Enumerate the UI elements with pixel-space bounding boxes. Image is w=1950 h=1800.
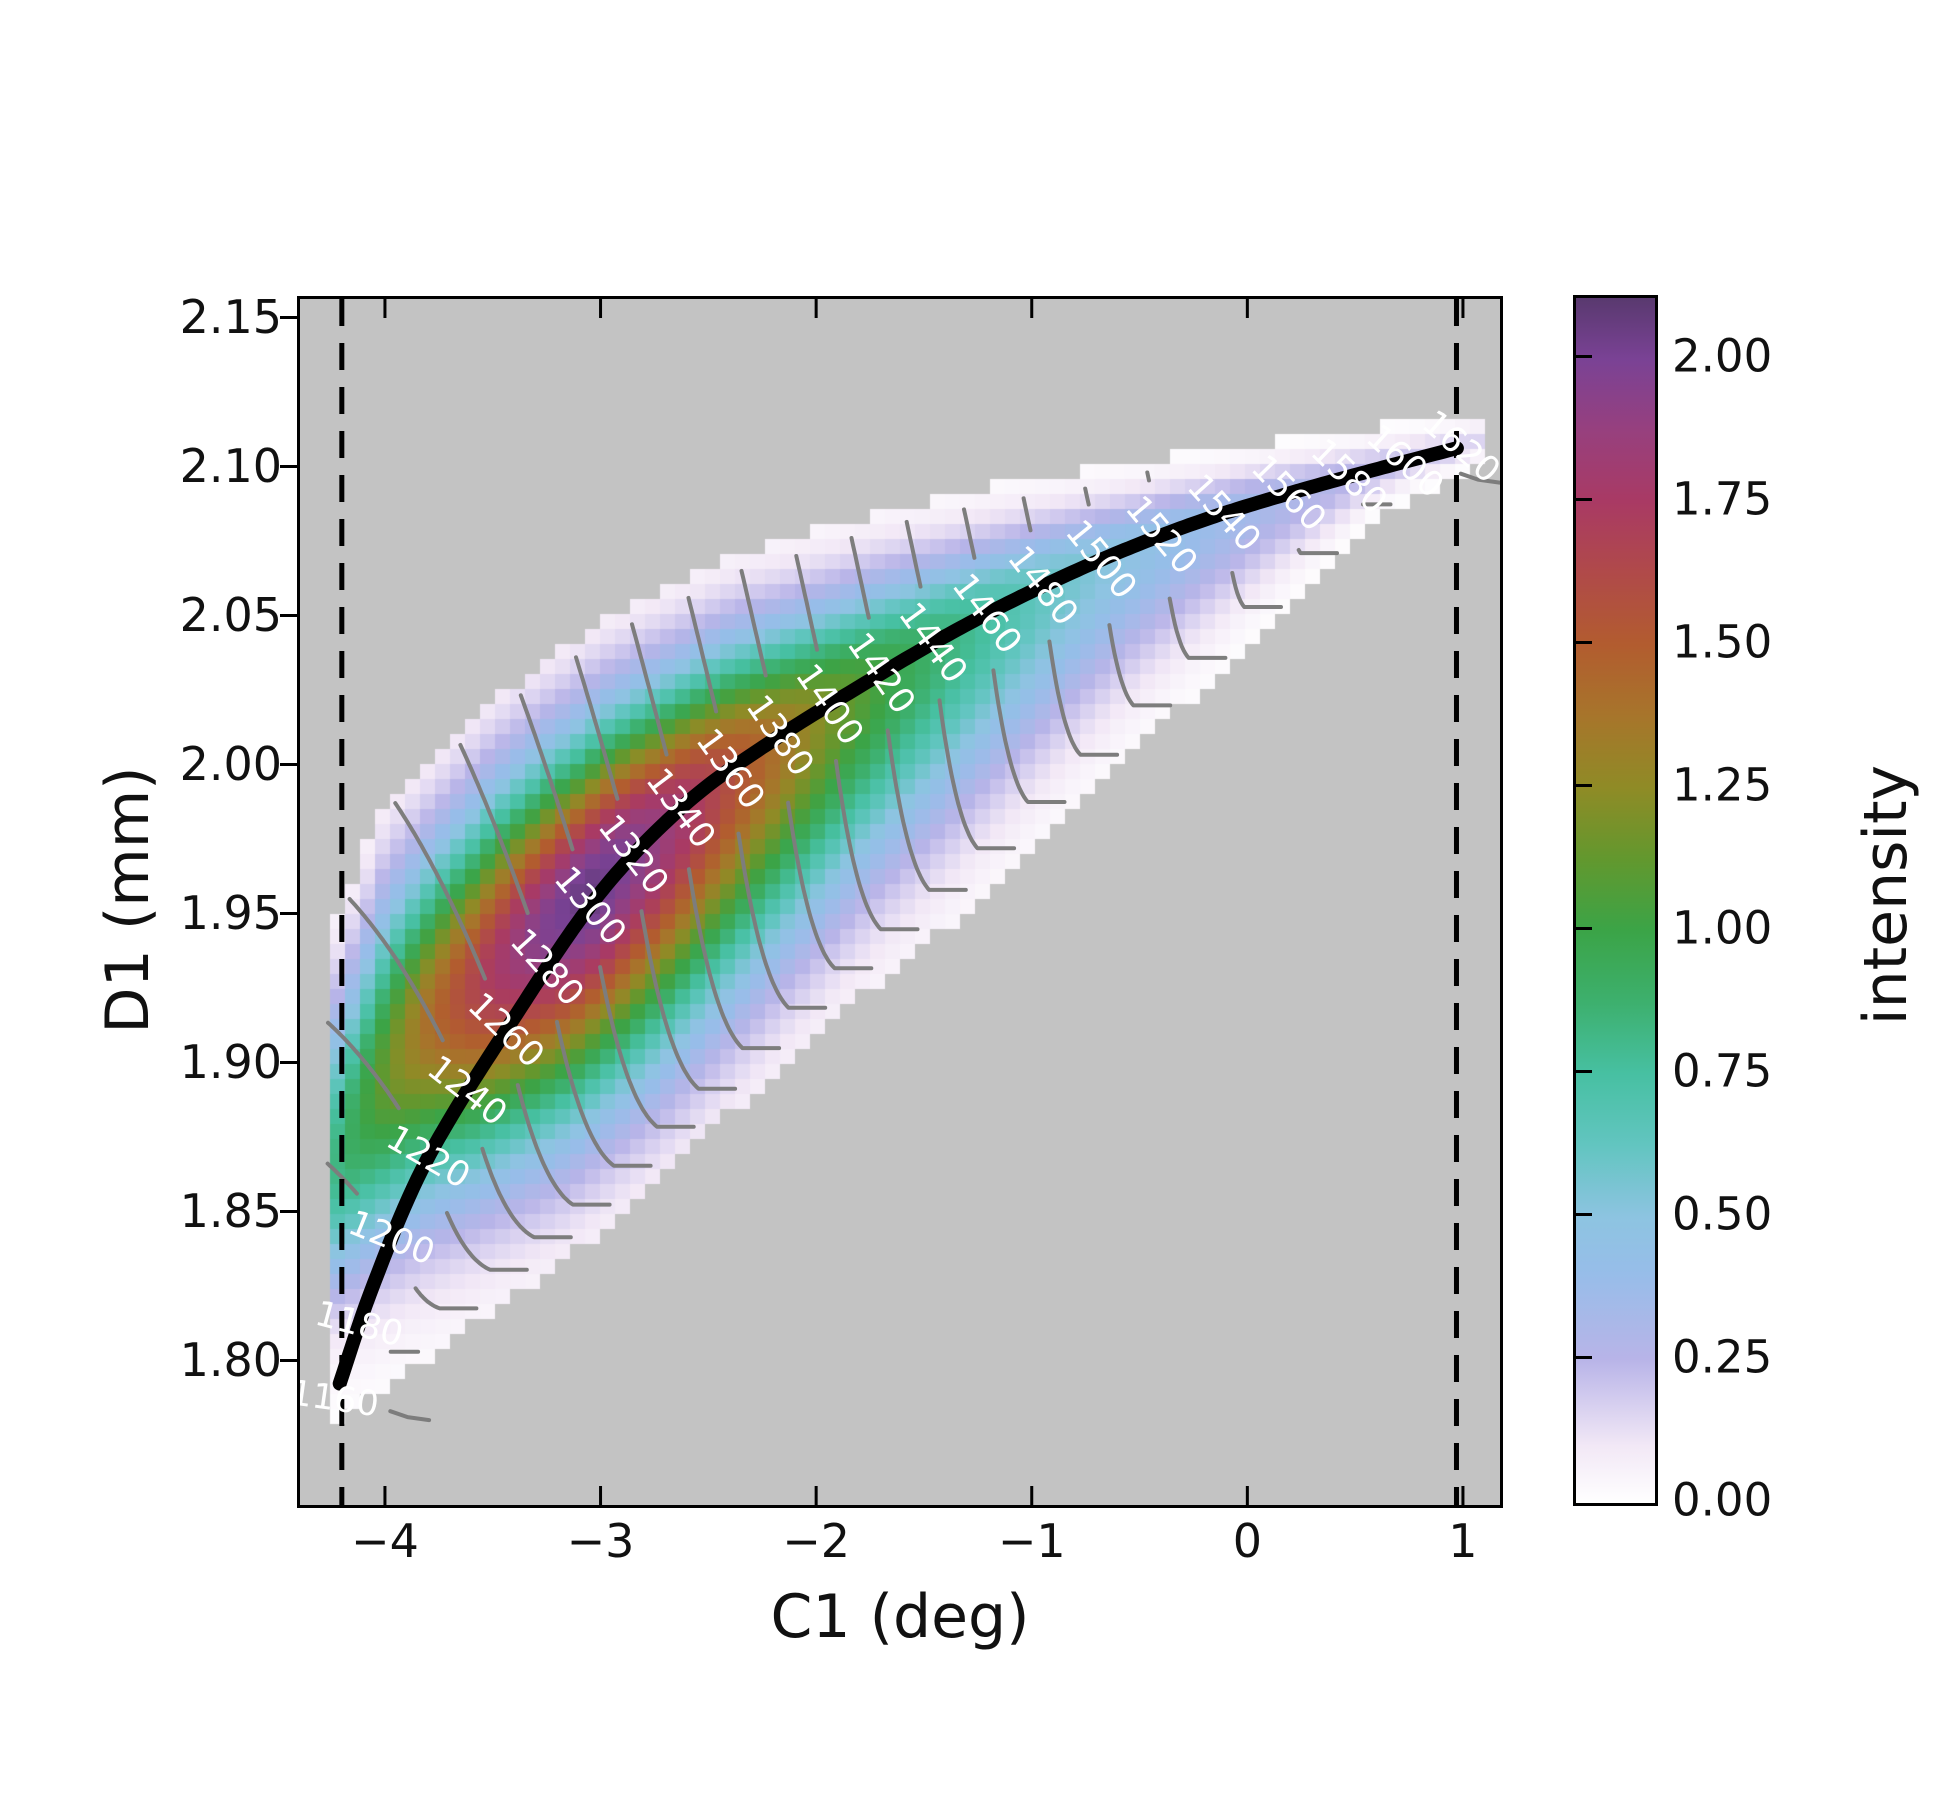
y-tick-mark [280, 1060, 300, 1064]
contour-line-lower-1400 [834, 759, 920, 932]
colorbar-tick-label: 1.75 [1672, 472, 1773, 526]
y-tick-mark [280, 911, 300, 915]
colorbar-tick-label: 2.00 [1672, 329, 1773, 383]
contour-line-1340 [630, 622, 669, 757]
contour-line-lower-1520 [1167, 596, 1228, 660]
contour-line-1500 [1083, 486, 1091, 507]
contour-line-1440 [904, 519, 923, 589]
colorbar-tick-label: 0.00 [1672, 1473, 1773, 1527]
contour-label-1240: 1240 [419, 1048, 514, 1134]
y-tick-mark [280, 1209, 300, 1213]
contour-line-lower-1240 [480, 1146, 573, 1240]
contour-line-lower-1200 [413, 1286, 479, 1311]
contour-line-lower-1440 [937, 698, 1017, 851]
contour-label-1220: 1220 [380, 1118, 477, 1197]
y-tick-mark [280, 762, 300, 766]
contour-line-lower-1380 [786, 800, 874, 971]
contour-line-lower-1260 [515, 1083, 612, 1207]
contour-line-lower-1320 [639, 909, 738, 1091]
contour-line-1200 [325, 1161, 359, 1196]
colorbar-tick-label: 1.25 [1672, 758, 1773, 812]
contour-label-1200: 1200 [343, 1203, 441, 1273]
y-tick-label: 1.85 [179, 1184, 282, 1239]
colorbar-tick-mark [1576, 497, 1592, 501]
y-tick-mark [280, 613, 300, 617]
contour-line-1480 [1021, 496, 1033, 533]
contour-line-1300 [518, 693, 575, 852]
contour-line-lower-1160 [388, 1409, 432, 1423]
colorbar-tick-label: 0.25 [1672, 1330, 1773, 1384]
y-tick-label: 2.00 [179, 737, 282, 792]
colorbar-tick-label: 0.75 [1672, 1044, 1773, 1098]
contour-line-1240 [347, 897, 445, 1043]
y-tick-label: 1.95 [179, 886, 282, 941]
contour-label-1260: 1260 [460, 985, 552, 1076]
contour-line-lower-1460 [991, 668, 1067, 804]
colorbar-tick-mark [1576, 640, 1592, 644]
contour-line-1260 [393, 801, 487, 981]
ridge-fit-line [332, 441, 1464, 1391]
contour-line-1360 [686, 595, 719, 714]
colorbar-tick-mark [1576, 1212, 1592, 1216]
contour-line-lower-1360 [736, 831, 828, 1010]
contour-line-lower-1540 [1230, 571, 1283, 609]
contour-label-1160: 1160 [300, 1373, 381, 1425]
contour-line-1380 [739, 568, 768, 678]
contour-line-lower-1300 [598, 965, 696, 1129]
colorbar-title: intensity [1851, 764, 1921, 1026]
heatmap-canvas [300, 299, 1500, 1505]
contour-line-lower-1480 [1047, 639, 1120, 757]
contour-line-lower-1280 [555, 1020, 653, 1168]
x-tick-label: −1 [997, 1514, 1066, 1568]
contour-line-lower-1340 [686, 867, 782, 1051]
y-tick-label: 2.05 [179, 588, 282, 643]
y-tick-label: 2.15 [179, 290, 282, 345]
x-tick-label: −4 [351, 1514, 419, 1568]
y-tick-label: 1.80 [179, 1333, 282, 1388]
contour-line-1400 [794, 554, 819, 652]
x-tick-label: 0 [1232, 1514, 1262, 1568]
colorbar-tick-mark [1576, 1355, 1592, 1359]
colorbar-tick-mark [1576, 926, 1592, 930]
contour-label-1280: 1280 [502, 921, 591, 1014]
contour-line-lower-1220 [445, 1211, 529, 1272]
contour-line-1280 [458, 743, 530, 915]
y-tick-label: 2.10 [179, 439, 282, 494]
x-tick-label: −3 [566, 1514, 635, 1568]
x-axis-title: C1 (deg) [770, 1582, 1030, 1652]
colorbar [1573, 295, 1658, 1506]
y-tick-mark [280, 464, 300, 468]
contour-line-1320 [574, 655, 620, 801]
y-axis-title: D1 (mm) [93, 766, 163, 1034]
contour-line-lower-1500 [1107, 623, 1173, 708]
y-tick-mark [280, 1358, 300, 1362]
contour-line-lower-1420 [885, 728, 968, 892]
contour-line-lower-1560 [1296, 548, 1339, 556]
y-tick-mark [280, 315, 300, 319]
contour-line-lower-1600 [1458, 471, 1500, 485]
colorbar-tick-mark [1576, 1069, 1592, 1073]
x-tick-label: −2 [782, 1514, 851, 1568]
contour-line-1520 [1145, 470, 1151, 483]
contour-line-1420 [849, 536, 871, 620]
colorbar-tick-mark [1576, 783, 1592, 787]
x-tick-label: 1 [1448, 1514, 1478, 1568]
colorbar-tick-label: 1.50 [1672, 615, 1773, 669]
contour-line-1460 [962, 507, 977, 560]
colorbar-tick-mark [1576, 354, 1592, 358]
plot-overlay-svg: 1160118012001220124012601280130013201340… [300, 299, 1500, 1505]
contour-line-1220 [326, 1020, 401, 1111]
colorbar-tick-label: 0.50 [1672, 1187, 1773, 1241]
y-tick-label: 1.90 [179, 1035, 282, 1090]
colorbar-tick-label: 1.00 [1672, 901, 1773, 955]
